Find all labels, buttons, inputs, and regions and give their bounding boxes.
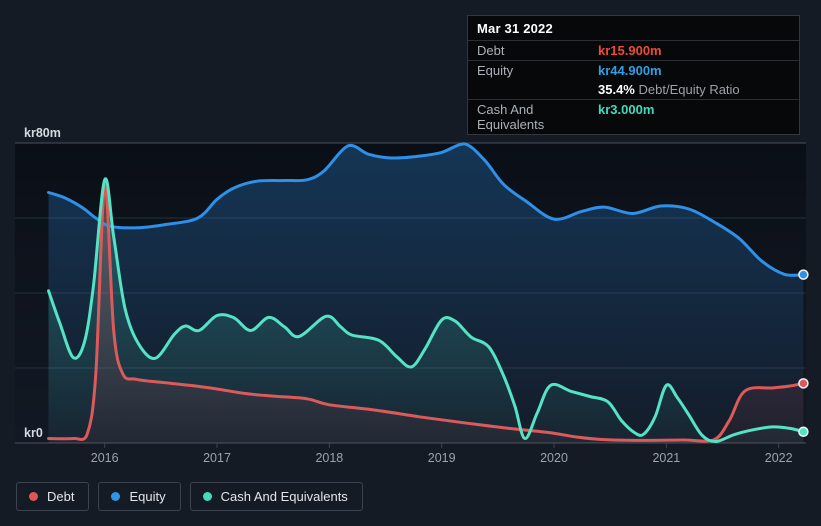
y-label-top: kr80m — [24, 126, 61, 140]
series-equity-line — [47, 142, 805, 277]
tooltip-row-debt: Debt kr15.900m — [468, 40, 799, 60]
x-tick-label: 2019 — [428, 451, 456, 465]
series-endpoint-dot — [798, 269, 809, 280]
y-axis-labels: kr80m kr0 — [24, 126, 61, 440]
legend-cash-label: Cash And Equivalents — [220, 489, 348, 504]
x-tick-label: 2018 — [315, 451, 343, 465]
series-endpoint-dot — [798, 378, 809, 389]
x-tick-label: 2020 — [540, 451, 568, 465]
chart-legend: Debt Equity Cash And Equivalents — [16, 482, 363, 511]
legend-equity-label: Equity — [129, 489, 166, 504]
x-tick-label: 2021 — [652, 451, 680, 465]
legend-cash-button[interactable]: Cash And Equivalents — [189, 482, 363, 511]
debt-legend-dot-icon — [29, 492, 38, 501]
chart-tooltip: Mar 31 2022 Debt kr15.900m Equity kr44.9… — [467, 15, 800, 135]
tooltip-equity-label: Equity — [477, 63, 514, 78]
tooltip-debt-label: Debt — [477, 43, 505, 58]
x-tick-label: 2017 — [203, 451, 231, 465]
series-endpoint-dot — [798, 426, 809, 437]
debt-equity-history-chart[interactable]: 2016 2017 2018 2019 2020 2021 2022 kr80m kr0 — [0, 0, 821, 475]
series-debt-area — [48, 184, 804, 443]
x-axis: 2016 2017 2018 2019 2020 2021 2022 — [91, 443, 793, 465]
tooltip-row-cash: Cash And Equivalents kr3.000m — [468, 99, 799, 134]
tooltip-ratio-value: 35.4% Debt/Equity Ratio — [598, 82, 740, 97]
legend-debt-button[interactable]: Debt — [16, 482, 90, 511]
series-cash-and-equivalents-area — [48, 178, 804, 444]
chart-canvas[interactable]: 2016 2017 2018 2019 2020 2021 2022 kr80m kr0 — [0, 0, 821, 475]
tooltip-equity-value: kr44.900m — [598, 63, 662, 78]
series-cash-and-equivalents-line — [47, 177, 805, 444]
legend-debt-label: Debt — [47, 489, 75, 504]
tooltip-row-equity: Equity kr44.900m — [468, 60, 799, 80]
tooltip-row-ratio: 35.4% Debt/Equity Ratio — [468, 80, 799, 99]
x-tick-label: 2022 — [765, 451, 793, 465]
x-tick-label: 2016 — [91, 451, 119, 465]
y-label-bottom: kr0 — [24, 426, 43, 440]
equity-legend-dot-icon — [111, 492, 121, 501]
tooltip-date: Mar 31 2022 — [477, 21, 553, 36]
tooltip-ratio-label: Debt/Equity Ratio — [638, 82, 740, 97]
tooltip-debt-value: kr15.900m — [598, 43, 662, 58]
tooltip-cash-label: Cash And Equivalents — [477, 102, 545, 132]
tooltip-cash-value: kr3.000m — [598, 102, 655, 117]
cash-legend-dot-icon — [202, 492, 212, 501]
legend-equity-button[interactable]: Equity — [98, 482, 181, 511]
